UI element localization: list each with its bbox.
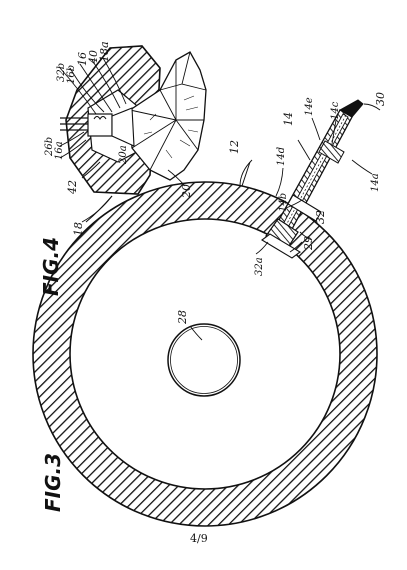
center-bore bbox=[168, 324, 240, 396]
fig3-title: FIG.3 bbox=[41, 453, 65, 512]
sensor-cylinder bbox=[88, 114, 112, 136]
fig4-housing bbox=[60, 46, 206, 194]
label-16a: 16a bbox=[54, 141, 65, 160]
label-18: 18 bbox=[72, 222, 85, 236]
label-30: 30 bbox=[374, 92, 387, 106]
label-14b: 14b bbox=[278, 193, 289, 212]
label-14a: 14a bbox=[370, 173, 381, 192]
label-42: 42 bbox=[66, 180, 79, 195]
label-16b: 16b bbox=[66, 65, 77, 84]
label-14d: 14d bbox=[276, 147, 287, 166]
center-bore-inner bbox=[171, 327, 238, 394]
label-12: 12 bbox=[228, 140, 241, 154]
page-number: 4/9 bbox=[190, 532, 208, 545]
arrow-12 bbox=[242, 162, 250, 186]
label-20: 20 bbox=[180, 184, 193, 199]
label-14e: 14e bbox=[304, 97, 315, 116]
fig4-title: FIG.4 bbox=[39, 237, 63, 296]
label-29: 29 bbox=[302, 236, 315, 251]
label-32: 32 bbox=[314, 210, 327, 224]
label-32a: 32a bbox=[254, 257, 265, 276]
label-14c: 14c bbox=[330, 101, 341, 120]
label-16: 16 bbox=[76, 52, 89, 66]
label-14: 14 bbox=[282, 112, 295, 126]
label-28: 28 bbox=[176, 310, 189, 325]
label-20a: 20a bbox=[118, 145, 129, 165]
